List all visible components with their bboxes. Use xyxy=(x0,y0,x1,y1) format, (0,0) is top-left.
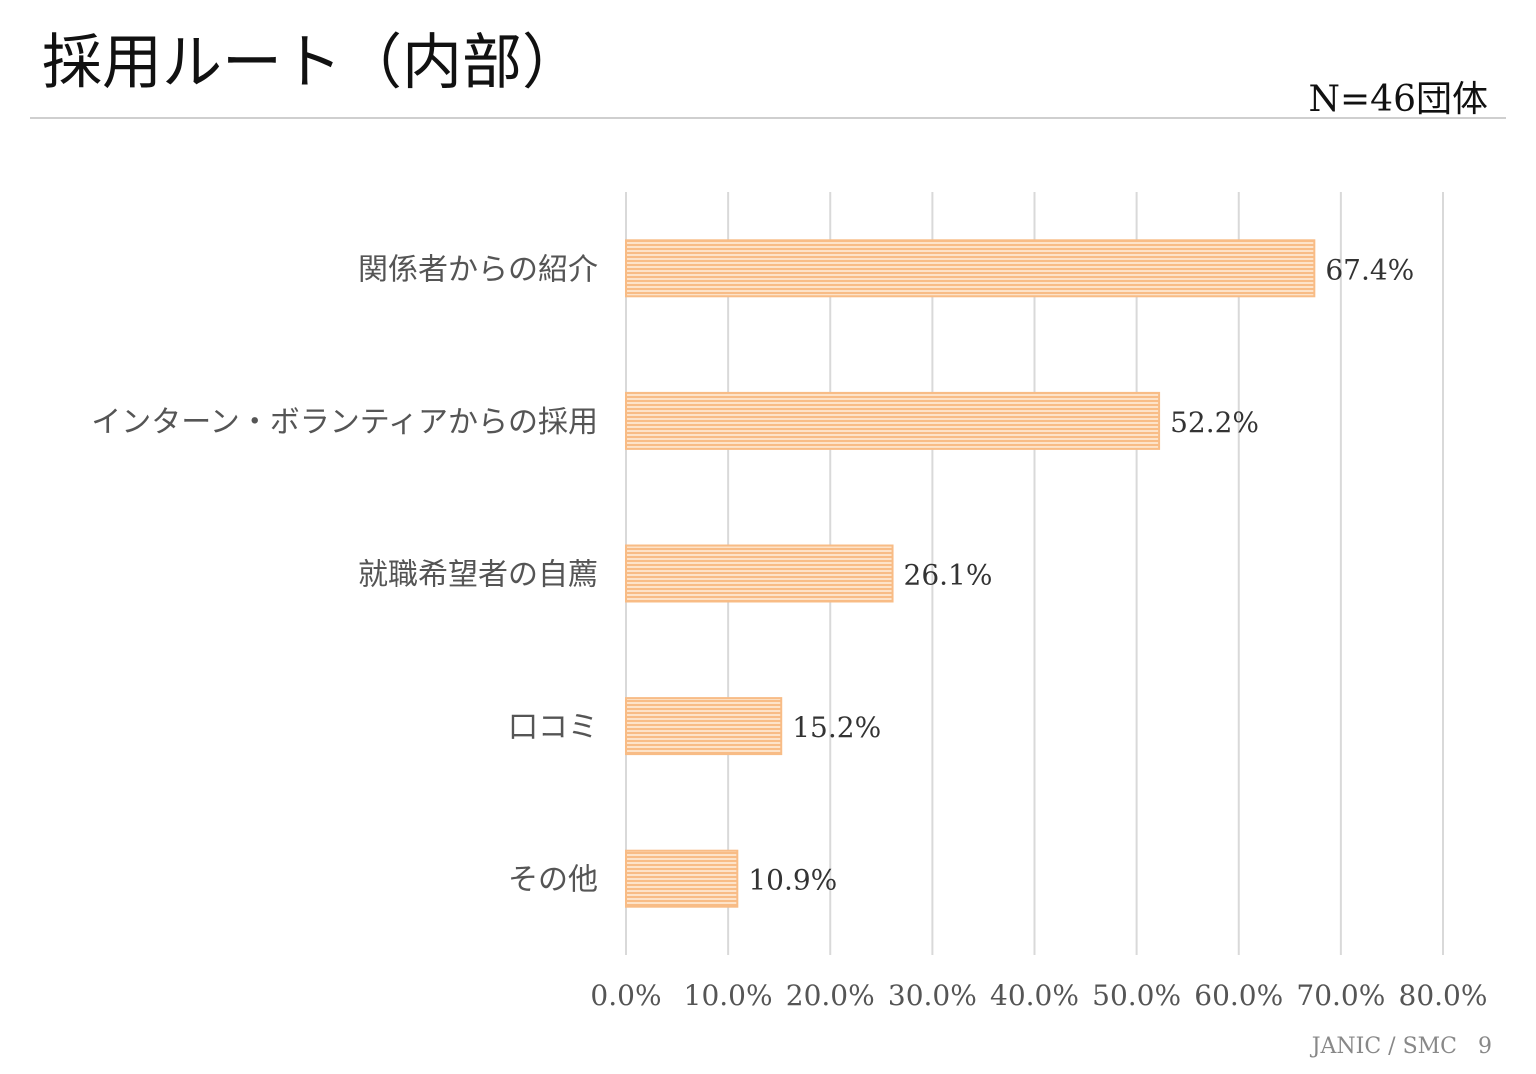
x-tick-label: 80.0% xyxy=(1399,979,1488,1012)
x-tick-label: 10.0% xyxy=(684,979,773,1012)
x-tick-label: 70.0% xyxy=(1296,979,1385,1012)
category-label: 口コミ xyxy=(508,710,598,745)
x-tick-label: 0.0% xyxy=(590,979,661,1012)
bar xyxy=(625,391,1161,450)
data-label: 67.4% xyxy=(1325,253,1414,286)
bar xyxy=(625,239,1316,298)
category-label: 就職希望者の自薦 xyxy=(358,558,598,593)
x-tick-label: 30.0% xyxy=(888,979,977,1012)
data-label: 52.2% xyxy=(1170,406,1259,439)
x-tick-label: 20.0% xyxy=(786,979,875,1012)
page-title: 採用ルート（内部） xyxy=(42,28,582,98)
sample-size: N=46団体 xyxy=(1308,79,1488,120)
category-label: インターン・ボランティアからの採用 xyxy=(91,405,598,440)
category-label: 関係者からの紹介 xyxy=(358,252,598,287)
footer: JANIC / SMC 9 xyxy=(1311,1034,1492,1059)
bar xyxy=(625,697,783,756)
x-tick-label: 50.0% xyxy=(1092,979,1181,1012)
data-label: 10.9% xyxy=(748,864,837,897)
category-label: その他 xyxy=(508,863,598,898)
title-divider xyxy=(30,117,1506,119)
x-tick-label: 60.0% xyxy=(1194,979,1283,1012)
x-tick-label: 40.0% xyxy=(990,979,1079,1012)
bar xyxy=(625,849,739,908)
data-label: 26.1% xyxy=(904,559,993,592)
bar xyxy=(625,544,894,603)
data-label: 15.2% xyxy=(792,711,881,744)
